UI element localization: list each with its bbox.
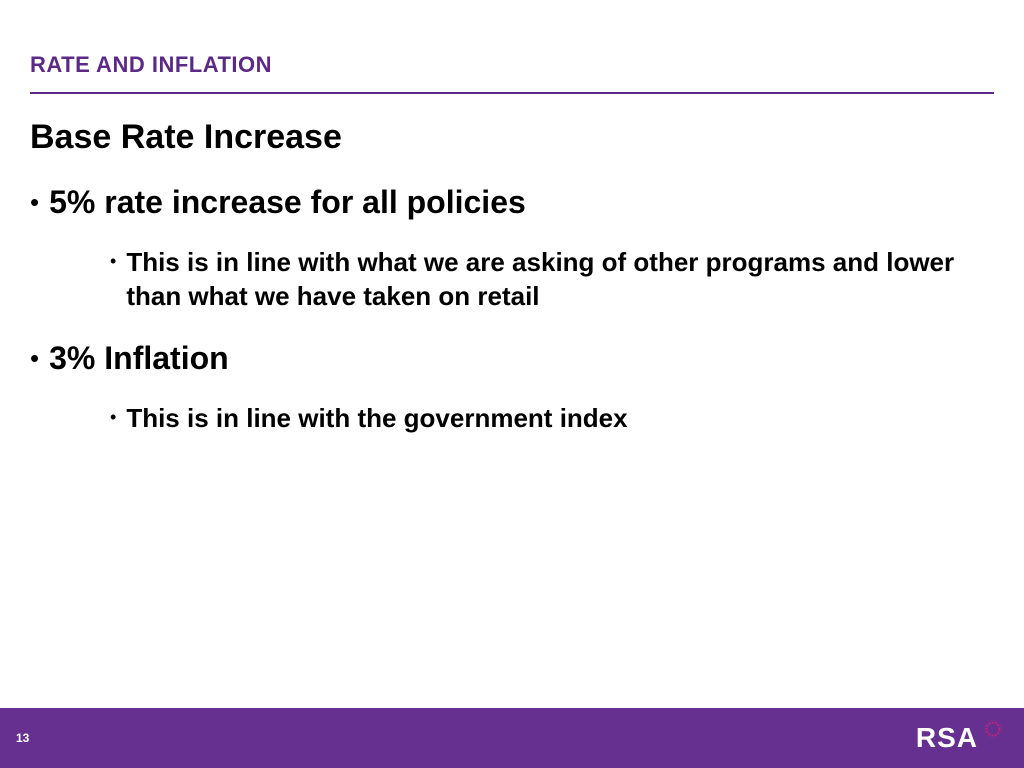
bullet-text: 5% rate increase for all policies — [49, 183, 526, 221]
bullet-dot-icon: • — [30, 183, 39, 221]
slide-title: RATE AND INFLATION — [30, 52, 994, 78]
page-number: 13 — [16, 731, 29, 745]
rsa-logo: RSA — [916, 722, 1004, 754]
slide: RATE AND INFLATION Base Rate Increase • … — [0, 0, 1024, 768]
bullet-text: 3% Inflation — [49, 339, 229, 377]
logo-ring-icon — [982, 718, 1004, 740]
slide-footer: 13 RSA — [0, 708, 1024, 768]
sunburst-ring-icon — [984, 720, 1001, 737]
subtitle: Base Rate Increase — [30, 118, 994, 157]
logo-text: RSA — [916, 722, 978, 754]
bullet-dot-icon: • — [110, 245, 116, 277]
bullet-dot-icon: • — [30, 339, 39, 377]
slide-header: RATE AND INFLATION — [30, 52, 994, 94]
bullet-level1: • 3% Inflation — [30, 339, 994, 377]
bullet-level2: • This is in line with what we are askin… — [110, 245, 970, 313]
bullet-dot-icon: • — [110, 401, 116, 433]
bullet-level1: • 5% rate increase for all policies — [30, 183, 994, 221]
bullet-subtext: This is in line with the government inde… — [126, 401, 627, 435]
header-divider — [30, 92, 994, 94]
bullet-subtext: This is in line with what we are asking … — [126, 245, 970, 313]
slide-body: Base Rate Increase • 5% rate increase fo… — [30, 118, 994, 435]
bullet-level2: • This is in line with the government in… — [110, 401, 970, 435]
